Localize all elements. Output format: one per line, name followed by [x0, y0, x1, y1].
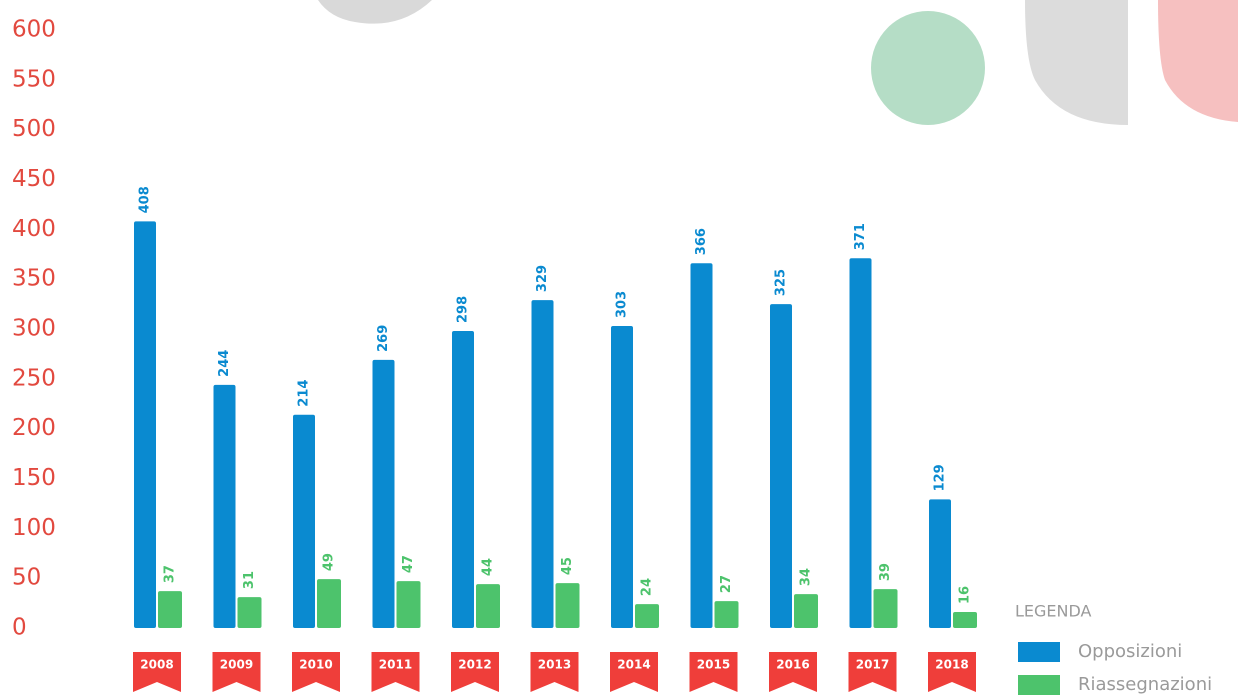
x-tick-label: 2009 [220, 658, 253, 672]
decor-circle [871, 11, 985, 125]
value-label: 408 [138, 186, 153, 213]
bar [373, 360, 395, 628]
legend-label: Opposizioni [1078, 641, 1182, 662]
y-tick-label: 450 [12, 166, 56, 192]
chart: LEGENDA 0 50 100 150 200 250 300 350 400 450 500 55… [0, 0, 1238, 695]
bar [770, 304, 792, 628]
y-tick-label: 400 [12, 216, 56, 242]
bar [556, 583, 580, 628]
bar [317, 579, 341, 628]
decor-shape [1158, 0, 1238, 122]
y-tick-label: 300 [12, 316, 56, 342]
value-label: 366 [694, 228, 709, 255]
x-tick-label: 2017 [856, 658, 889, 672]
bar [293, 415, 315, 628]
x-tick-label: 2014 [617, 658, 650, 672]
x-tick-label: 2012 [458, 658, 491, 672]
bar [715, 601, 739, 628]
value-label: 39 [878, 563, 893, 581]
bar [850, 258, 872, 628]
value-label: 44 [481, 558, 496, 576]
decor-shape [1025, 0, 1128, 125]
x-tick-label: 2008 [140, 658, 173, 672]
bar [238, 597, 262, 628]
bar [874, 589, 898, 628]
y-tick-label: 100 [12, 515, 56, 541]
y-tick-label: 0 [12, 615, 27, 641]
bar [691, 263, 713, 628]
bar [929, 499, 951, 628]
bar [214, 385, 236, 628]
value-label: 16 [958, 586, 973, 604]
value-label: 31 [242, 571, 257, 589]
x-tick-label: 2011 [379, 658, 412, 672]
x-tick-label: 2013 [538, 658, 571, 672]
bar [158, 591, 182, 628]
value-label: 269 [376, 325, 391, 352]
bar [953, 612, 977, 628]
bar [611, 326, 633, 628]
value-label: 47 [401, 555, 416, 573]
value-label: 27 [719, 575, 734, 593]
y-tick-label: 150 [12, 465, 56, 491]
legend-swatch [1018, 675, 1060, 695]
value-label: 244 [217, 350, 232, 377]
legend-swatch [1018, 642, 1060, 662]
bar [532, 300, 554, 628]
x-tick-label: 2016 [776, 658, 809, 672]
bar [476, 584, 500, 628]
value-label: 329 [535, 265, 550, 292]
value-label: 45 [560, 557, 575, 575]
y-tick-label: 550 [12, 66, 56, 92]
bar [134, 221, 156, 628]
value-label: 298 [456, 296, 471, 323]
x-tick-label: 2015 [697, 658, 730, 672]
decor-shape [318, 0, 432, 24]
value-label: 24 [640, 578, 655, 596]
y-tick-label: 50 [12, 565, 41, 591]
legend-label: Riassegnazioni [1078, 674, 1212, 695]
bar [397, 581, 421, 628]
x-tick-label: 2018 [935, 658, 968, 672]
y-tick-label: 200 [12, 415, 56, 441]
value-label: 34 [799, 568, 814, 586]
y-tick-label: 600 [12, 17, 56, 43]
y-tick-label: 250 [12, 365, 56, 391]
legend-title: LEGENDA [1015, 602, 1092, 621]
value-label: 371 [853, 223, 868, 250]
value-label: 214 [297, 380, 312, 407]
value-label: 325 [774, 269, 789, 296]
value-label: 303 [615, 291, 630, 318]
value-label: 129 [933, 464, 948, 491]
bar [794, 594, 818, 628]
value-label: 37 [163, 565, 178, 583]
value-label: 49 [322, 553, 337, 571]
x-tick-label: 2010 [299, 658, 332, 672]
y-tick-label: 350 [12, 266, 56, 292]
bar [635, 604, 659, 628]
bar [452, 331, 474, 628]
y-tick-label: 500 [12, 116, 56, 142]
